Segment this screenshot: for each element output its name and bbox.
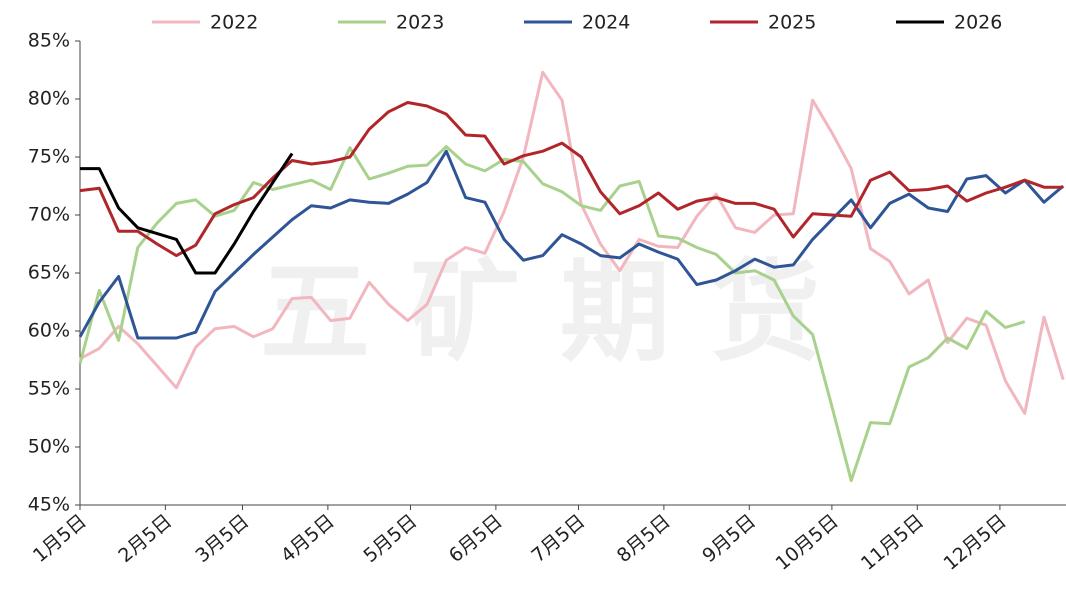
series-line — [80, 152, 294, 275]
series-line — [79, 70, 1065, 415]
y-tick-label: 60% — [28, 320, 70, 342]
watermark: 五矿期货 — [260, 248, 860, 376]
legend-label: 2022 — [210, 12, 258, 34]
series-line — [78, 149, 1065, 340]
x-tick-label: 4月5日 — [277, 510, 339, 567]
x-tick-label: 6月5日 — [445, 510, 507, 567]
series-line — [79, 101, 1064, 258]
y-tick-label: 55% — [28, 378, 70, 400]
legend-label: 2026 — [954, 12, 1002, 34]
x-tick-label: 10月5日 — [772, 510, 843, 575]
x-tick-label: 12月5日 — [940, 510, 1011, 575]
x-tick-label: 11月5日 — [857, 510, 928, 575]
x-tick-label: 1月5日 — [29, 510, 91, 567]
y-tick-label: 65% — [28, 262, 70, 284]
y-tick-label: 45% — [28, 494, 70, 516]
x-tick-label: 9月5日 — [698, 510, 760, 567]
y-tick-label: 70% — [28, 204, 70, 226]
legend-label: 2024 — [582, 12, 630, 34]
y-tick-label: 85% — [28, 30, 70, 52]
x-tick-label: 5月5日 — [359, 510, 421, 567]
y-tick-label: 50% — [28, 436, 70, 458]
legend-label: 2025 — [768, 12, 816, 34]
y-tick-label: 75% — [28, 146, 70, 168]
x-tick-label: 2月5日 — [114, 510, 176, 567]
y-tick-label: 80% — [28, 88, 70, 110]
x-tick-label: 8月5日 — [613, 510, 675, 567]
x-tick-label: 3月5日 — [191, 510, 253, 567]
legend-label: 2023 — [396, 12, 444, 34]
x-tick-label: 7月5日 — [527, 510, 589, 567]
series-line — [78, 145, 1026, 483]
